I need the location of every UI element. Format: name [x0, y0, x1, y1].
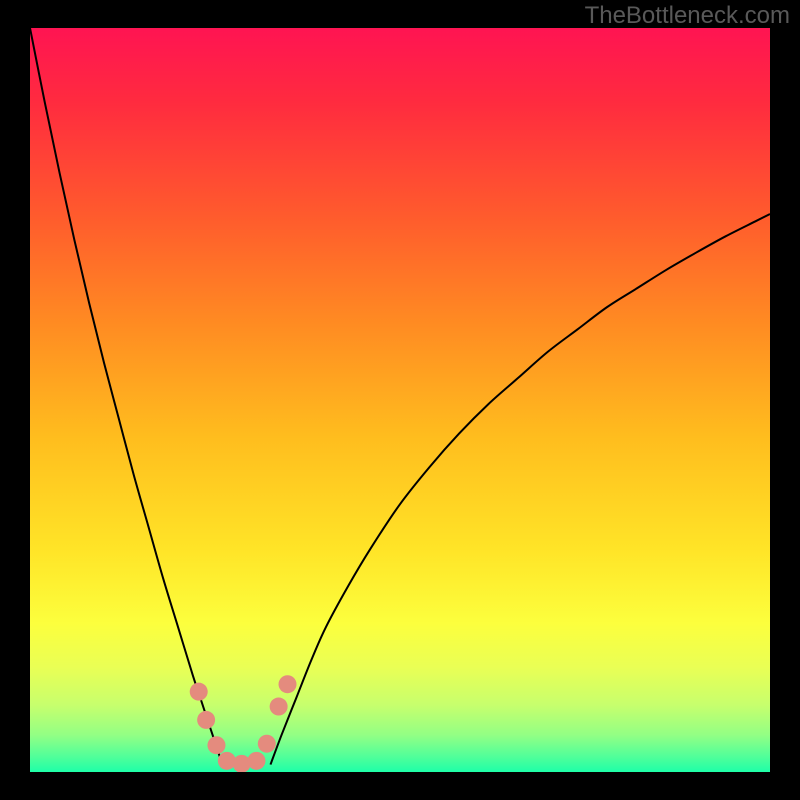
trough-marker	[207, 736, 225, 754]
trough-marker	[218, 752, 236, 770]
trough-marker	[197, 711, 215, 729]
right-branch-curve	[271, 214, 771, 765]
watermark-label: TheBottleneck.com	[585, 2, 790, 30]
left-branch-curve	[30, 28, 222, 765]
trough-marker	[190, 683, 208, 701]
trough-marker	[270, 698, 288, 716]
trough-markers	[190, 675, 297, 772]
chart-plot-area	[30, 28, 770, 772]
trough-marker	[247, 752, 265, 770]
trough-marker	[258, 735, 276, 753]
trough-marker	[279, 675, 297, 693]
